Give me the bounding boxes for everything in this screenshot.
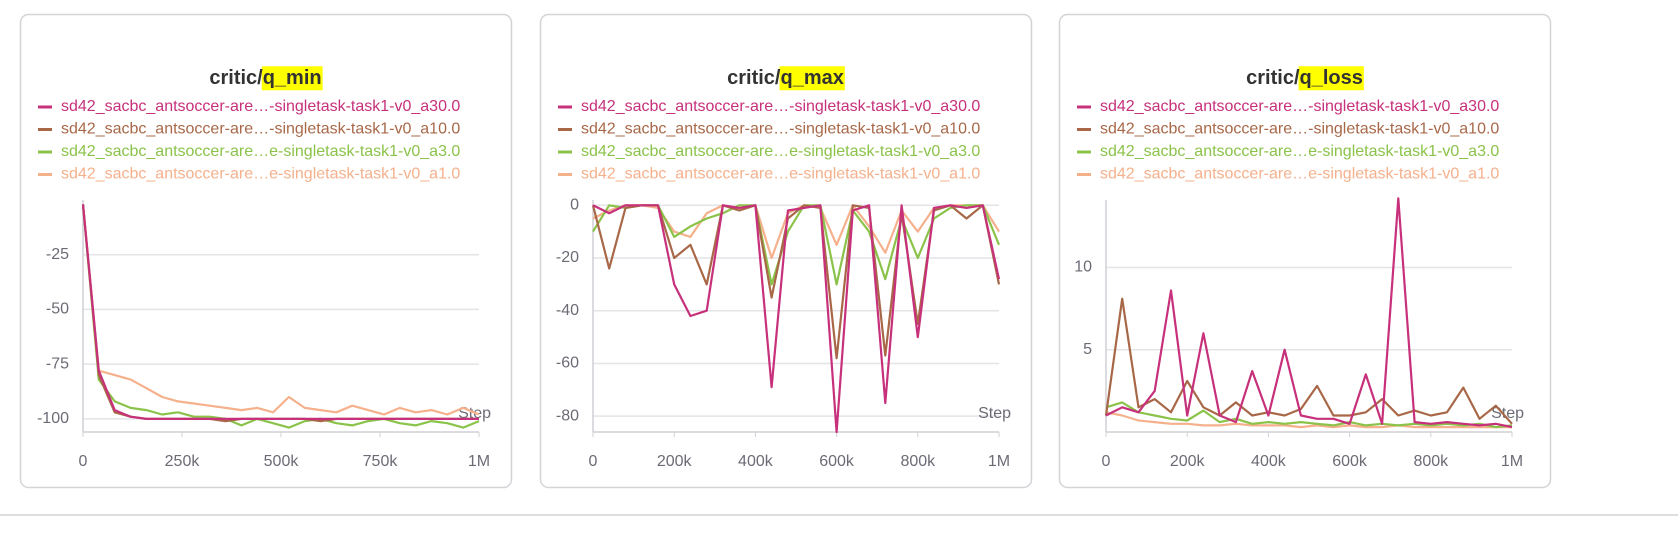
- chart-title: critic/q_loss: [1246, 67, 1363, 89]
- legend-label: sd42_sacbc_antsoccer-are…-singletask-tas…: [1100, 121, 1499, 138]
- title-prefix: critic/: [1246, 67, 1300, 89]
- legend-label: sd42_sacbc_antsoccer-are…e-singletask-ta…: [581, 143, 980, 160]
- x-tick-label: 800k: [900, 453, 936, 470]
- y-tick-label: -100: [37, 410, 69, 427]
- panel: critic/q_min sd42_sacbc_antsoccer-are…-si…: [21, 15, 512, 488]
- x-tick-label: 400k: [738, 453, 774, 470]
- y-tick-label: -25: [46, 246, 69, 263]
- legend-label: sd42_sacbc_antsoccer-are…-singletask-tas…: [61, 98, 460, 115]
- x-axis-label: Step: [978, 405, 1011, 422]
- title-metric: q_loss: [1300, 67, 1363, 89]
- y-tick-label: -80: [556, 407, 579, 424]
- chart-title: critic/q_min: [209, 67, 321, 89]
- y-tick-label: -20: [556, 249, 579, 266]
- x-tick-label: 800k: [1413, 453, 1449, 470]
- y-tick-label: 10: [1074, 259, 1092, 276]
- y-tick-label: -40: [556, 302, 579, 319]
- x-tick-label: 400k: [1251, 453, 1287, 470]
- y-tick-label: 5: [1083, 341, 1092, 358]
- x-tick-label: 200k: [1170, 453, 1206, 470]
- x-tick-label: 750k: [363, 453, 399, 470]
- x-tick-label: 0: [79, 453, 88, 470]
- x-tick-label: 600k: [1332, 453, 1368, 470]
- y-tick-label: -75: [46, 355, 69, 372]
- panel: critic/q_loss sd42_sacbc_antsoccer-are…-s…: [1060, 15, 1551, 488]
- x-tick-label: 1M: [1501, 453, 1523, 470]
- title-prefix: critic/: [727, 67, 781, 89]
- title-metric: q_min: [263, 67, 322, 89]
- y-tick-label: -50: [46, 301, 69, 318]
- legend-label: sd42_sacbc_antsoccer-are…e-singletask-ta…: [581, 166, 980, 183]
- chart-title: critic/q_max: [727, 67, 844, 89]
- legend-label: sd42_sacbc_antsoccer-are…-singletask-tas…: [581, 121, 980, 138]
- x-tick-label: 600k: [819, 453, 855, 470]
- x-tick-label: 0: [589, 453, 598, 470]
- title-metric: q_max: [780, 67, 843, 89]
- x-tick-label: 1M: [988, 453, 1010, 470]
- legend-label: sd42_sacbc_antsoccer-are…-singletask-tas…: [1100, 98, 1499, 115]
- y-tick-label: -60: [556, 355, 579, 372]
- legend-label: sd42_sacbc_antsoccer-are…e-singletask-ta…: [61, 166, 460, 183]
- x-tick-label: 1M: [468, 453, 490, 470]
- title-prefix: critic/: [209, 67, 263, 89]
- legend-label: sd42_sacbc_antsoccer-are…-singletask-tas…: [61, 121, 460, 138]
- legend-label: sd42_sacbc_antsoccer-are…-singletask-tas…: [581, 98, 980, 115]
- y-tick-label: 0: [570, 196, 579, 213]
- x-tick-label: 500k: [264, 453, 300, 470]
- legend-label: sd42_sacbc_antsoccer-are…e-singletask-ta…: [1100, 166, 1499, 183]
- x-tick-label: 200k: [657, 453, 693, 470]
- legend-label: sd42_sacbc_antsoccer-are…e-singletask-ta…: [1100, 143, 1499, 160]
- x-tick-label: 250k: [165, 453, 201, 470]
- legend-label: sd42_sacbc_antsoccer-are…e-singletask-ta…: [61, 143, 460, 160]
- x-tick-label: 0: [1102, 453, 1111, 470]
- panel: critic/q_max sd42_sacbc_antsoccer-are…-si…: [541, 15, 1032, 488]
